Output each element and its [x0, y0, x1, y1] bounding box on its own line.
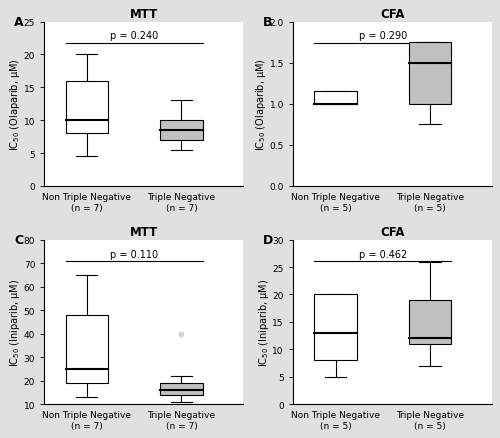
- Text: C: C: [14, 233, 24, 247]
- Bar: [160, 121, 203, 141]
- Bar: [314, 295, 357, 360]
- Text: D: D: [263, 233, 274, 247]
- Bar: [66, 81, 108, 134]
- Text: p = 0.290: p = 0.290: [358, 32, 407, 41]
- Bar: [66, 315, 108, 383]
- Y-axis label: IC$_{50}$ (Olaparib, μM): IC$_{50}$ (Olaparib, μM): [254, 58, 268, 151]
- Text: p = 0.462: p = 0.462: [358, 249, 407, 259]
- Bar: [160, 383, 203, 395]
- Bar: [409, 43, 452, 105]
- Y-axis label: IC$_{50}$ (Olaparib, μM): IC$_{50}$ (Olaparib, μM): [8, 58, 22, 151]
- Title: MTT: MTT: [130, 8, 158, 21]
- Text: A: A: [14, 16, 24, 29]
- Title: CFA: CFA: [380, 8, 404, 21]
- Text: p = 0.240: p = 0.240: [110, 32, 158, 41]
- Title: MTT: MTT: [130, 226, 158, 239]
- Text: B: B: [263, 16, 272, 29]
- Title: CFA: CFA: [380, 226, 404, 239]
- Text: p = 0.110: p = 0.110: [110, 249, 158, 259]
- Bar: [409, 300, 452, 344]
- Bar: [314, 92, 357, 105]
- Y-axis label: IC$_{50}$ (Iniparib, μM): IC$_{50}$ (Iniparib, μM): [8, 278, 22, 366]
- Y-axis label: IC$_{50}$ (Iniparib, μM): IC$_{50}$ (Iniparib, μM): [257, 278, 271, 366]
